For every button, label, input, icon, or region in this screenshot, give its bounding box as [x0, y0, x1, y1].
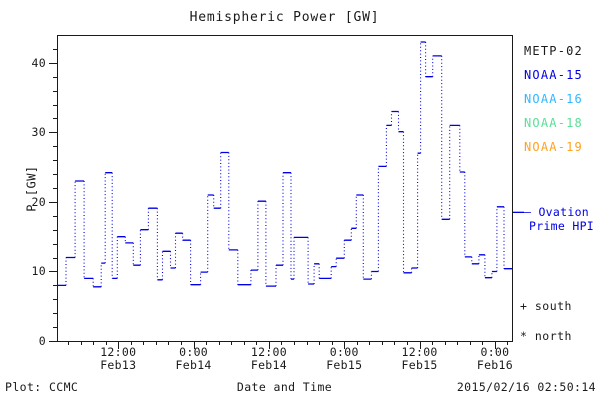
- footer-timestamp: 2015/02/16 02:50:14: [456, 380, 596, 394]
- legend-item-noaa-19: NOAA-19: [524, 140, 583, 154]
- x-tick-label: 12:00 Feb14: [237, 346, 301, 372]
- x-tick-time: 12:00: [100, 345, 137, 359]
- x-tick-label: 0:00 Feb16: [463, 346, 527, 372]
- x-tick-time: 0:00: [480, 345, 510, 359]
- y-tick-label: 20: [31, 194, 46, 209]
- x-tick-time: 0:00: [179, 345, 209, 359]
- x-axis-title: Date and Time: [236, 380, 333, 394]
- x-tick-date: Feb14: [250, 358, 287, 372]
- south-marker-legend: + south: [520, 299, 572, 313]
- x-tick-date: Feb15: [326, 358, 363, 372]
- x-tick-time: 0:00: [329, 345, 359, 359]
- legend-item-noaa-15: NOAA-15: [524, 68, 583, 82]
- x-tick-date: Feb14: [175, 358, 212, 372]
- footer-plot-credit: Plot: CCMC: [5, 380, 79, 394]
- y-tick-label: 40: [31, 55, 46, 70]
- ovation-prime-hpi-label: — Ovation Prime HPI: [524, 205, 594, 233]
- x-tick-date: Feb15: [401, 358, 438, 372]
- plot-box: [57, 35, 513, 342]
- ovation-label-line2: Prime HPI: [529, 219, 595, 233]
- hpi-step-line: [57, 41, 512, 288]
- x-tick-date: Feb16: [476, 358, 513, 372]
- x-tick-label: 12:00 Feb13: [86, 346, 150, 372]
- x-tick-label: 0:00 Feb14: [162, 346, 226, 372]
- north-marker-legend: * north: [520, 329, 572, 343]
- y-axis-title: P [GW]: [24, 165, 39, 212]
- x-tick-label: 12:00 Feb15: [388, 346, 452, 372]
- x-tick-time: 12:00: [250, 345, 287, 359]
- y-tick-label: 10: [31, 264, 46, 279]
- hpi-step-connectors: [65, 42, 505, 287]
- y-tick-label: 0: [38, 334, 46, 348]
- y-tick-label: 30: [31, 125, 46, 140]
- legend-item-noaa-16: NOAA-16: [524, 92, 583, 106]
- legend-item-noaa-18: NOAA-18: [524, 116, 583, 130]
- x-tick-label: 0:00 Feb15: [312, 346, 376, 372]
- x-tick-time: 12:00: [401, 345, 438, 359]
- legend-item-metp-02: METP-02: [524, 44, 583, 58]
- ovation-label-line1: — Ovation: [524, 205, 590, 219]
- page-title: Hemispheric Power [GW]: [189, 10, 380, 25]
- x-tick-date: Feb13: [100, 358, 137, 372]
